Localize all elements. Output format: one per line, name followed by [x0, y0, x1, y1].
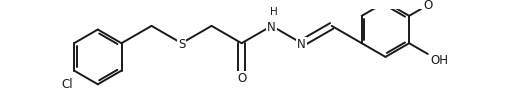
Text: O: O [423, 0, 433, 12]
Text: N: N [267, 21, 276, 34]
Text: Cl: Cl [61, 78, 72, 91]
Text: O: O [237, 72, 246, 85]
Text: H: H [270, 7, 277, 17]
Text: N: N [297, 38, 306, 51]
Text: OH: OH [430, 54, 448, 67]
Text: S: S [178, 38, 185, 51]
